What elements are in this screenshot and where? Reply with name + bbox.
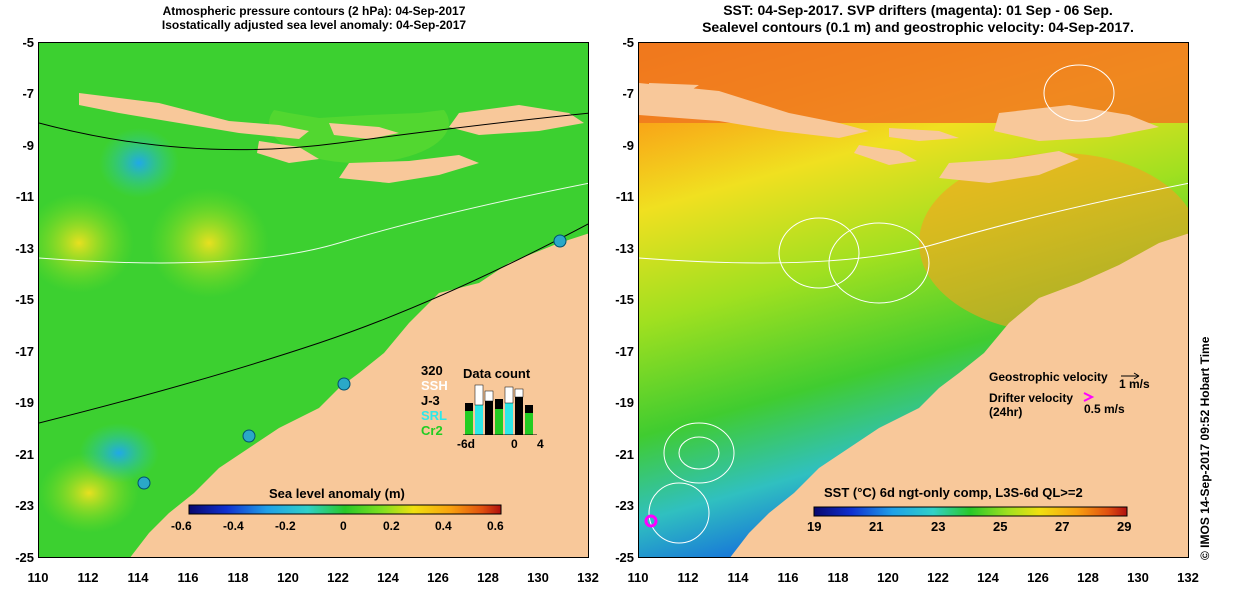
lon-label: 124 (377, 570, 399, 585)
lon-label: 116 (777, 570, 799, 585)
lat-label: -11 (615, 189, 634, 204)
sst-tick: 27 (1055, 519, 1070, 534)
lat-label: -5 (22, 35, 34, 50)
lon-label: 126 (427, 570, 449, 585)
lat-label: -15 (615, 292, 634, 307)
sst-tick: 19 (807, 519, 822, 534)
data-count-title: Data count (463, 366, 531, 381)
sst-tick: 25 (993, 519, 1008, 534)
lon-label: 130 (1127, 570, 1149, 585)
series-j3: J-3 (421, 393, 440, 408)
series-srl: SRL (421, 408, 447, 423)
lon-label: 114 (727, 570, 749, 585)
dc-xlabel: 4 (537, 437, 544, 451)
lat-label: -13 (615, 241, 634, 256)
lon-label: 122 (327, 570, 349, 585)
lon-label: 110 (627, 570, 649, 585)
dc-xlabel: 0 (511, 437, 518, 451)
lon-label: 110 (27, 570, 49, 585)
data-count-max: 320 (421, 363, 443, 378)
lon-label: 132 (1177, 570, 1199, 585)
lat-label: -17 (15, 344, 34, 359)
sla-colorbar-ticks: -0.6 -0.4 -0.2 0 0.2 0.4 0.6 (171, 519, 519, 535)
drifter-label: Drifter velocity (989, 391, 1074, 405)
dc-xlabel: -6d (457, 437, 475, 451)
sst-tick: 23 (931, 519, 946, 534)
data-count-bars (465, 384, 533, 435)
series-ssh: SSH (421, 378, 448, 393)
lat-label: -13 (15, 241, 34, 256)
lat-label: -7 (22, 86, 34, 101)
lon-label: 126 (1027, 570, 1049, 585)
sea-level-anomaly-map: Sea level anomaly (m) -0.6 -0.4 -0.2 0 0… (38, 42, 589, 558)
lat-label: -5 (622, 35, 634, 50)
lat-label: -23 (615, 498, 634, 513)
lat-label: -15 (15, 292, 34, 307)
data-count-inset: 320 SSH J-3 SRL Cr2 Data count -6d 0 4 (419, 363, 588, 453)
lat-label: -23 (15, 498, 34, 513)
lon-label: 128 (1077, 570, 1099, 585)
lon-label: 112 (677, 570, 699, 585)
lat-label: -17 (615, 344, 634, 359)
sla-tick: -0.6 (171, 519, 192, 533)
sla-colorbar-label: Sea level anomaly (m) (269, 486, 405, 501)
sla-tick: -0.4 (223, 519, 244, 533)
lon-label: 132 (577, 570, 599, 585)
left-title-line1: Atmospheric pressure contours (2 hPa): 0… (162, 4, 466, 18)
lon-label: 128 (477, 570, 499, 585)
sst-tick: 21 (869, 519, 884, 534)
sst-map: Geostrophic velocity 1 m/s Drifter veloc… (638, 42, 1189, 558)
geostrophic-label: Geostrophic velocity (989, 370, 1108, 384)
lon-label: 120 (877, 570, 899, 585)
geostrophic-value: 1 m/s (1119, 377, 1150, 391)
sla-tick: -0.2 (275, 519, 296, 533)
lat-label: -11 (15, 189, 34, 204)
lat-label: -21 (615, 447, 634, 462)
lat-label: -25 (615, 550, 634, 565)
left-title-line2: Isostatically adjusted sea level anomaly… (161, 18, 467, 32)
left-panel-title: Atmospheric pressure contours (2 hPa): 0… (40, 4, 588, 32)
lon-label: 116 (177, 570, 199, 585)
sla-tick: 0.6 (487, 519, 504, 533)
lat-label: -7 (622, 86, 634, 101)
imos-credit: © IMOS 14-Sep-2017 09:52 Hobart Time (1198, 336, 1212, 560)
sst-colorbar-ticks: 19 21 23 25 27 29 (799, 519, 1159, 535)
lat-label: -9 (622, 138, 634, 153)
sla-tick: 0.4 (435, 519, 452, 533)
drifter-value: 0.5 m/s (1084, 402, 1125, 416)
lat-label: -19 (615, 395, 634, 410)
lon-label: 130 (527, 570, 549, 585)
sla-tick: 0.2 (383, 519, 400, 533)
lat-label: -25 (15, 550, 34, 565)
lat-label: -19 (15, 395, 34, 410)
right-title-line1: SST: 04-Sep-2017. SVP drifters (magenta)… (723, 2, 1113, 18)
lon-label: 112 (77, 570, 99, 585)
sst-colorbar-label: SST (°C) 6d ngt-only comp, L3S-6d QL>=2 (824, 485, 1083, 500)
lon-label: 120 (277, 570, 299, 585)
lon-label: 114 (127, 570, 149, 585)
lon-label: 118 (827, 570, 849, 585)
right-panel-title: SST: 04-Sep-2017. SVP drifters (magenta)… (638, 2, 1198, 36)
lon-label: 124 (977, 570, 999, 585)
right-title-line2: Sealevel contours (0.1 m) and geostrophi… (702, 19, 1134, 35)
sst-tick: 29 (1117, 519, 1132, 534)
lon-label: 118 (227, 570, 249, 585)
sla-tick: 0 (340, 519, 347, 533)
drifter-sub: (24hr) (989, 405, 1023, 419)
lat-label: -21 (15, 447, 34, 462)
series-cr2: Cr2 (421, 423, 443, 438)
lat-label: -9 (22, 138, 34, 153)
lon-label: 122 (927, 570, 949, 585)
